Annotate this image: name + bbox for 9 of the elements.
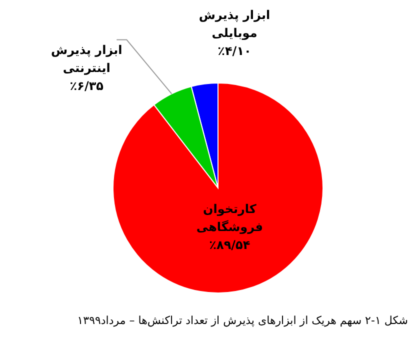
slice-label: کارتخوان فروشگاهی — [196, 202, 263, 234]
pie-slice — [112, 82, 324, 294]
data-label: ٪۴/۱۰ — [218, 44, 252, 58]
slice-label: ابزار پذیرش موبایلی — [198, 8, 270, 40]
text: شکل ۱-۲ سهم هریک از ابزارهای پذیرش از تعداد تراکنش‌ها – مرداد۱۳۹۹ — [77, 314, 408, 327]
data-label: ٪۸۹/۵۴ — [209, 238, 250, 252]
slice-label: ابزار پذیرش اینترنتی — [51, 42, 122, 75]
pie-slice — [153, 86, 218, 188]
data-label: ٪۶/۳۵ — [70, 78, 104, 93]
